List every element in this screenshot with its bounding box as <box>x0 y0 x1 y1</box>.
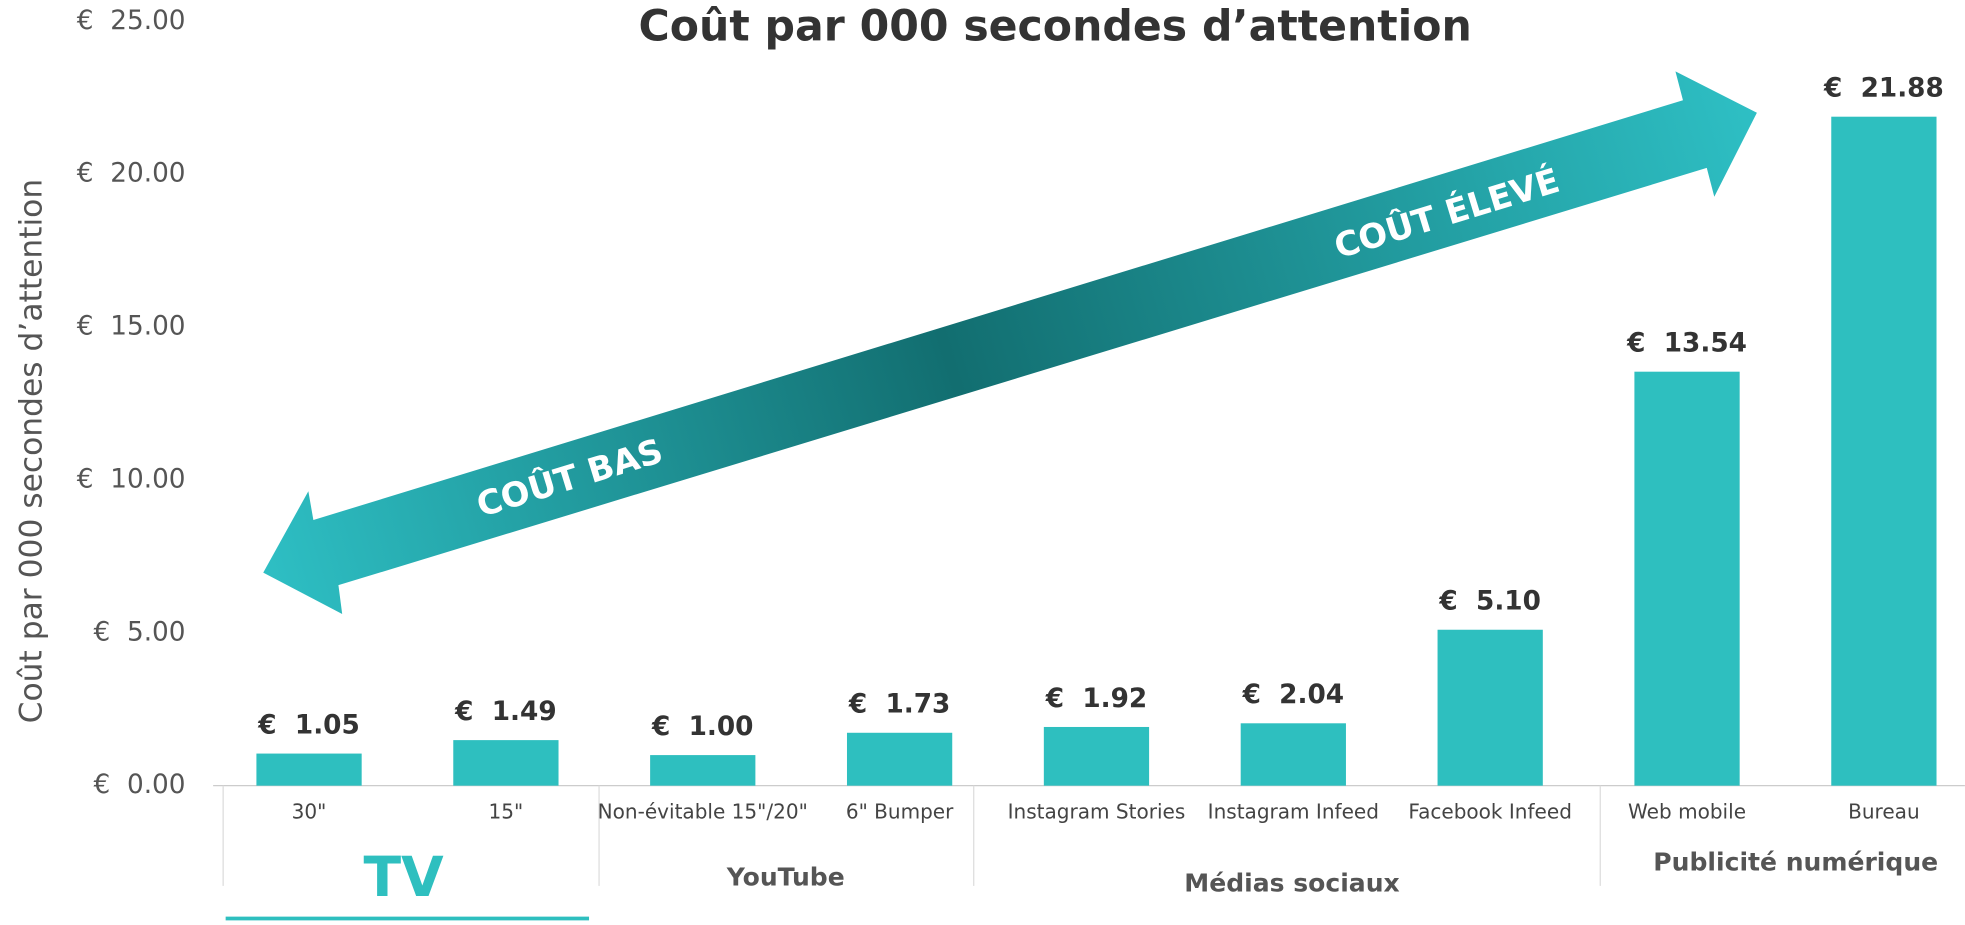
x-tick-label: Instagram Stories <box>1008 800 1186 824</box>
value-label: € 1.05 <box>257 710 360 740</box>
x-tick-label: Instagram Infeed <box>1208 800 1379 824</box>
value-label: € 2.04 <box>1242 680 1344 710</box>
y-tick-label: € 10.00 <box>77 464 186 494</box>
x-tick-label: 30" <box>292 800 327 824</box>
x-tick-label: 15" <box>489 800 524 824</box>
group-label: YouTube <box>726 862 845 891</box>
cost-arrow <box>263 71 1757 614</box>
bar <box>846 732 953 786</box>
value-label: € 1.49 <box>454 697 557 727</box>
x-tick-label: Non-évitable 15"/20" <box>598 800 808 824</box>
x-tick-label: Facebook Infeed <box>1408 800 1572 824</box>
group-label: Publicité numérique <box>1653 847 1938 876</box>
value-label: € 1.73 <box>848 690 951 720</box>
group-label: Médias sociaux <box>1184 869 1399 898</box>
bar <box>650 755 756 786</box>
value-label: € 1.92 <box>1045 684 1148 714</box>
y-tick-label: € 25.00 <box>77 6 186 36</box>
chart-title: Coût par 000 secondes d’attention <box>638 1 1471 51</box>
y-tick-label: € 5.00 <box>94 617 186 647</box>
x-tick-label: 6" Bumper <box>846 800 954 824</box>
value-label: € 5.10 <box>1438 587 1541 617</box>
bar <box>453 740 559 786</box>
bar <box>256 753 362 786</box>
value-label: € 21.88 <box>1823 74 1944 104</box>
y-tick-label: € 0.00 <box>94 770 186 800</box>
value-label: € 13.54 <box>1626 329 1747 359</box>
value-label: € 1.00 <box>651 712 754 742</box>
bar <box>1831 116 1937 786</box>
bar <box>1634 371 1740 786</box>
group-label: TV <box>363 846 444 910</box>
x-tick-label: Bureau <box>1848 800 1920 824</box>
y-tick-label: € 20.00 <box>77 159 186 189</box>
y-axis-label: Coût par 000 secondes d’attention <box>14 179 50 724</box>
bar <box>1043 726 1150 786</box>
bar <box>1437 629 1543 786</box>
x-tick-label: Web mobile <box>1628 800 1746 824</box>
bar <box>1240 723 1346 786</box>
y-tick-label: € 15.00 <box>77 312 186 342</box>
